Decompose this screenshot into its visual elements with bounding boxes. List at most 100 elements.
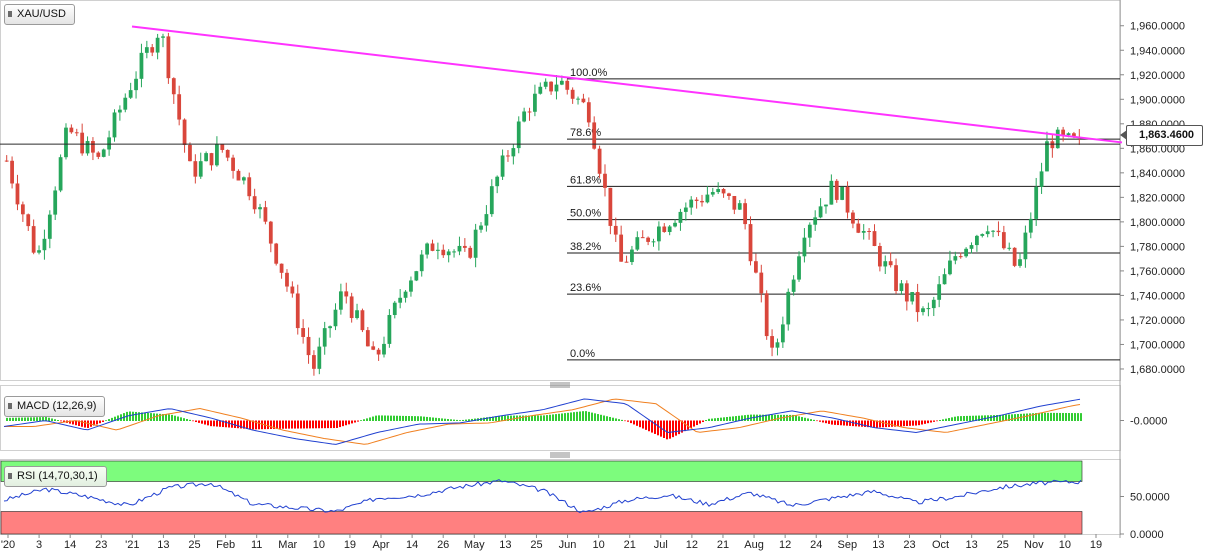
candle-body	[4, 160, 9, 162]
candle-body	[20, 204, 25, 215]
candle-body	[716, 189, 721, 193]
macd-histogram-bar	[249, 420, 251, 430]
macd-histogram-bar	[252, 420, 254, 430]
macd-label[interactable]: MACD (12,26,9)	[4, 396, 106, 417]
price-tick-label: 1,800.0000	[1130, 217, 1185, 229]
candle-body	[117, 109, 122, 113]
macd-histogram-bar	[867, 420, 869, 428]
time-tick-label: 21	[717, 539, 729, 551]
candle-body	[640, 237, 645, 239]
macd-histogram-bar	[552, 414, 554, 421]
macd-histogram-bar	[471, 418, 473, 421]
macd-histogram-bar	[1011, 414, 1013, 421]
macd-histogram-bar	[564, 413, 566, 421]
candle-body	[705, 194, 710, 203]
time-tick-label: Mar	[278, 539, 297, 551]
candle-body	[365, 330, 370, 347]
candle-body	[409, 280, 413, 292]
candle-body	[225, 149, 230, 158]
macd-histogram-bar	[462, 419, 464, 421]
macd-histogram-bar	[186, 419, 188, 421]
candle-body	[770, 336, 774, 348]
rsi-tick-label: 50.0000	[1130, 492, 1170, 504]
macd-line	[3, 398, 1081, 445]
time-tick-label: 24	[810, 539, 822, 551]
macd-histogram-bar	[522, 415, 524, 421]
fib-label: 0.0%	[570, 348, 595, 360]
macd-histogram-bar	[270, 420, 272, 430]
macd-histogram-bar	[144, 412, 146, 421]
macd-histogram-bar	[198, 420, 200, 423]
candle-body	[295, 293, 300, 329]
candle-body	[85, 141, 90, 154]
macd-histogram-bar	[699, 420, 701, 424]
macd-histogram-bar	[936, 420, 938, 422]
macd-histogram-bar	[1029, 413, 1031, 421]
macd-histogram-bar	[147, 412, 149, 421]
time-tick-label: Sep	[838, 539, 858, 551]
candle-body	[333, 309, 338, 327]
candle-body	[419, 254, 424, 272]
candle-body	[301, 328, 306, 337]
macd-histogram-bar	[924, 420, 926, 424]
candle-body	[215, 144, 219, 166]
macd-histogram-bar	[474, 418, 476, 421]
candle-body	[1007, 247, 1012, 249]
candle-body	[392, 302, 397, 316]
macd-histogram-bar	[111, 417, 113, 421]
candle-body	[899, 283, 904, 292]
fib-label: 78.6%	[570, 127, 601, 139]
candle-body	[241, 177, 246, 181]
macd-histogram-bar	[333, 420, 335, 429]
time-tick-label: 13	[157, 539, 169, 551]
candle-body	[155, 37, 160, 53]
macd-histogram-bar	[279, 420, 281, 429]
macd-histogram-bar	[1068, 413, 1070, 421]
time-tick-label: Feb	[216, 539, 235, 551]
candle-body	[425, 243, 430, 255]
macd-histogram-bar	[390, 415, 392, 421]
time-tick-label: 11	[251, 539, 262, 551]
candle-body	[161, 36, 165, 38]
macd-histogram-bar	[975, 415, 977, 421]
candle-body	[872, 231, 877, 246]
time-tick-label: Oct	[932, 539, 949, 551]
macd-histogram-bar	[918, 420, 920, 426]
macd-histogram-bar	[813, 419, 815, 421]
time-tick-label: Apr	[372, 539, 389, 551]
candle-body	[991, 230, 995, 232]
macd-histogram-bar	[33, 417, 35, 421]
macd-tick-label: -0.0000	[1130, 416, 1167, 428]
candle-body	[360, 310, 365, 331]
macd-histogram-bar	[798, 416, 800, 421]
macd-histogram-bar	[1041, 412, 1043, 421]
candle-body	[123, 97, 128, 110]
candle-body	[1012, 247, 1017, 266]
macd-histogram-bar	[774, 414, 776, 421]
macd-histogram-bar	[501, 415, 503, 421]
candle-body	[134, 78, 138, 91]
symbol-label[interactable]: XAU/USD	[4, 4, 75, 25]
macd-histogram-bar	[381, 415, 383, 421]
candle-body	[732, 195, 737, 210]
macd-histogram-bar	[441, 418, 443, 421]
macd-histogram-bar	[1035, 413, 1037, 421]
macd-histogram-bar	[576, 411, 578, 421]
candle-body	[559, 80, 564, 85]
time-tick-label: May	[464, 539, 485, 551]
macd-histogram-bar	[210, 420, 212, 427]
time-tick-label: Jul	[654, 539, 668, 551]
macd-histogram-bar	[858, 420, 860, 427]
macd-histogram-bar	[822, 420, 824, 423]
macd-histogram-bar	[384, 415, 386, 421]
macd-histogram-bar	[183, 418, 185, 421]
time-tick-label: 13	[966, 539, 978, 551]
macd-histogram-bar	[93, 420, 95, 426]
macd-histogram-bar	[828, 420, 830, 424]
candle-body	[780, 324, 785, 343]
rsi-label[interactable]: RSI (14,70,30,1)	[4, 466, 107, 487]
macd-histogram-bar	[1044, 412, 1046, 421]
fibonacci-levels: 100.0% 78.6% 61.8% 50.0% 38.2% 23.6% 0.0%	[567, 67, 1120, 361]
candle-body	[845, 186, 850, 213]
